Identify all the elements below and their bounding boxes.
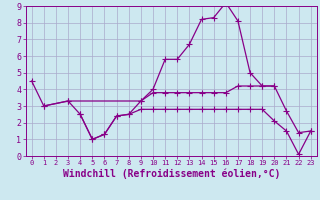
X-axis label: Windchill (Refroidissement éolien,°C): Windchill (Refroidissement éolien,°C) bbox=[62, 169, 280, 179]
